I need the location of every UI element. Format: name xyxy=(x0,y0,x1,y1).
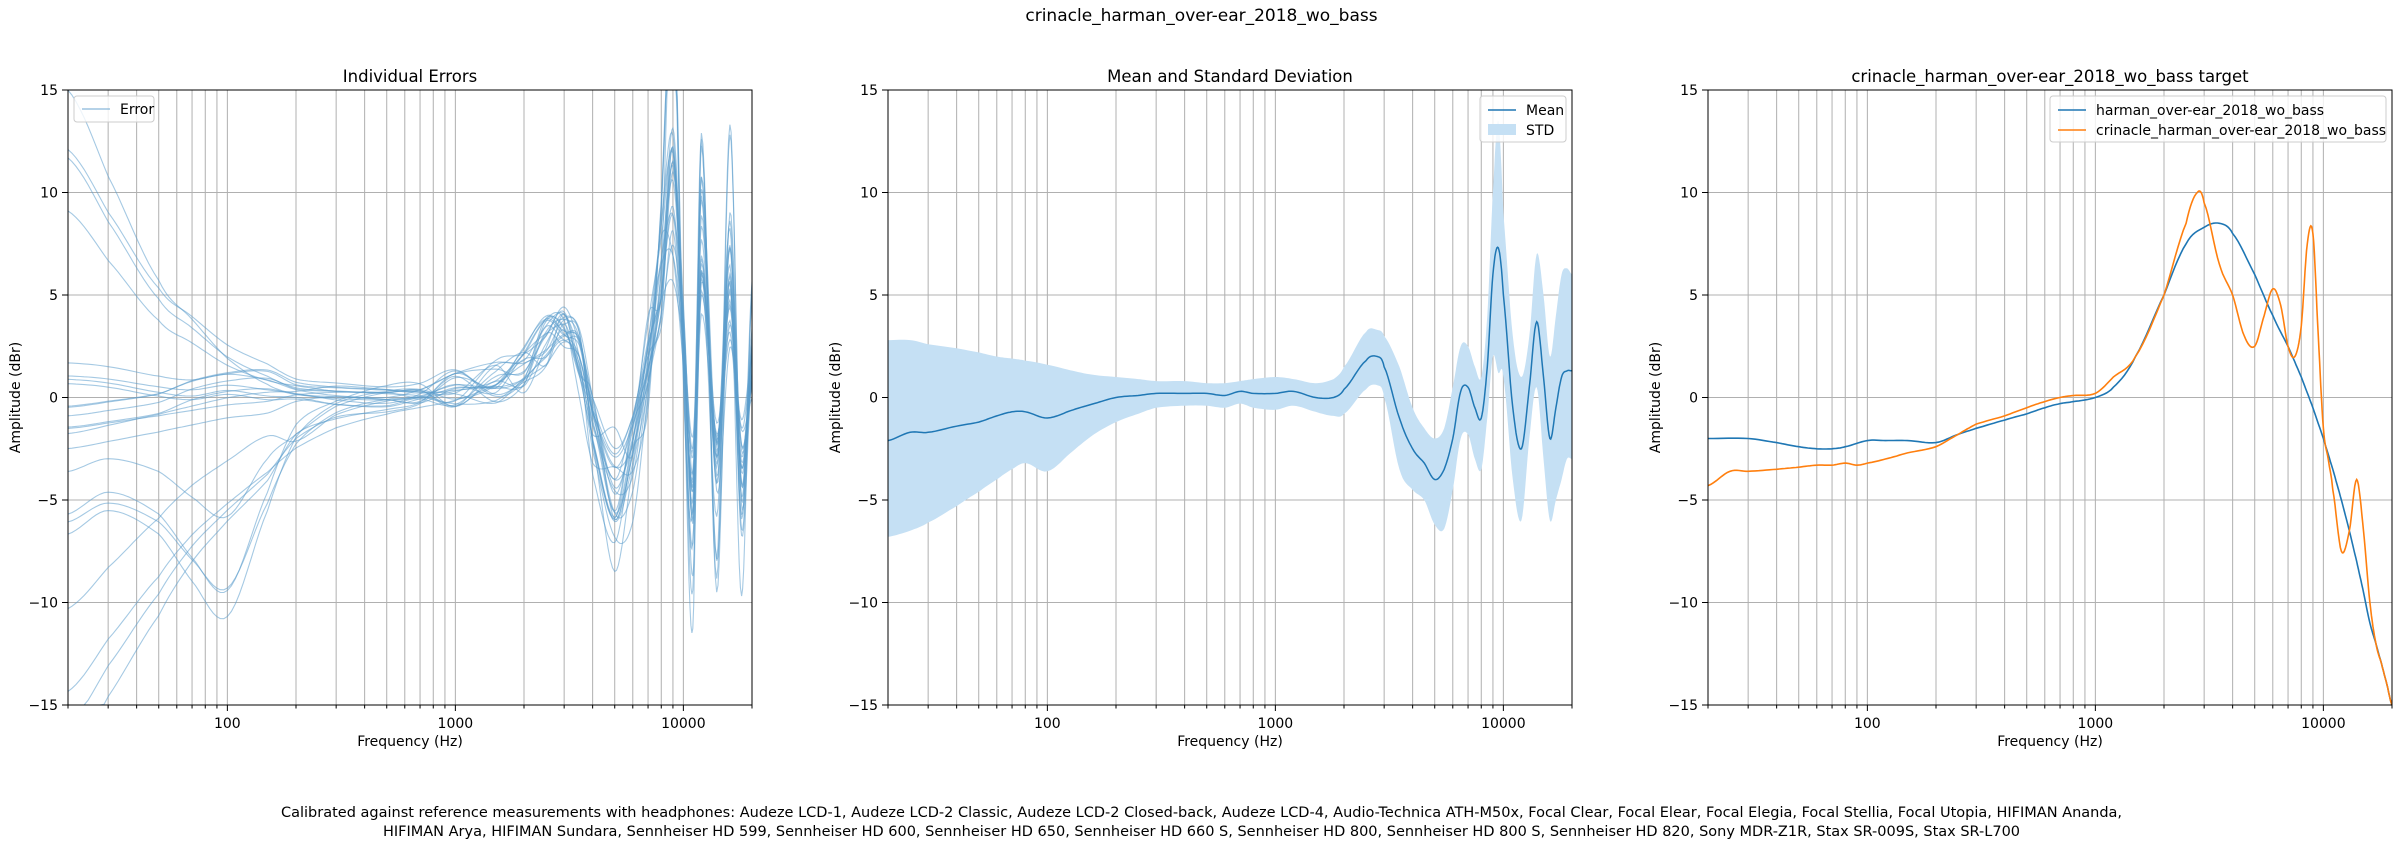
y-tick-label: 15 xyxy=(40,83,58,99)
y-tick-label: −10 xyxy=(1668,596,1698,612)
y-tick-label: 10 xyxy=(860,186,878,202)
std-band xyxy=(888,120,1572,537)
x-tick-label: 100 xyxy=(1034,716,1061,732)
y-tick-label: −10 xyxy=(848,596,878,612)
legend-box xyxy=(73,95,155,123)
caption-line-1: Calibrated against reference measurement… xyxy=(280,805,2123,821)
error-series-line xyxy=(68,150,752,705)
axis-ticks: 100 1000 10000 −15 −10 −5 0 5 10 15 xyxy=(28,83,753,732)
panel-title: crinacle_harman_over-ear_2018_wo_bass ta… xyxy=(1851,67,2249,87)
y-tick-label: 10 xyxy=(1680,186,1698,202)
y-axis-label: Amplitude (dBr) xyxy=(1648,342,1664,453)
data-layer xyxy=(1708,190,2392,705)
error-series-line xyxy=(68,157,752,458)
legend: Error xyxy=(73,95,155,123)
y-tick-label: 5 xyxy=(49,288,58,304)
panel-title: Individual Errors xyxy=(343,67,477,86)
calibration-caption: Calibrated against reference measurement… xyxy=(0,804,2403,842)
y-tick-label: −15 xyxy=(28,698,58,714)
legend-harman-label: harman_over-ear_2018_wo_bass xyxy=(2096,103,2324,119)
x-tick-label: 10000 xyxy=(2301,716,2346,732)
y-tick-label: −15 xyxy=(1668,698,1698,714)
y-tick-label: −5 xyxy=(1677,493,1698,509)
error-series-line xyxy=(68,176,752,705)
legend-box xyxy=(2049,95,2387,143)
y-tick-label: 10 xyxy=(40,186,58,202)
x-tick-label: 100 xyxy=(214,716,241,732)
x-tick-label: 1000 xyxy=(2078,716,2114,732)
y-tick-label: 0 xyxy=(1689,391,1698,407)
x-tick-label: 1000 xyxy=(438,716,474,732)
y-tick-label: 5 xyxy=(1689,288,1698,304)
error-series-line xyxy=(68,164,752,489)
panel-target: crinacle_harman_over-ear_2018_wo_bass ta… xyxy=(1648,67,2393,750)
x-tick-label: 1000 xyxy=(1258,716,1294,732)
x-tick-label: 10000 xyxy=(661,716,706,732)
x-axis-label: Frequency (Hz) xyxy=(357,734,463,750)
legend-std-label: STD xyxy=(1526,123,1554,139)
error-series-line xyxy=(68,145,752,496)
error-series-line xyxy=(68,126,752,514)
x-tick-label: 100 xyxy=(1854,716,1881,732)
crinacle-target-line xyxy=(1708,190,2392,705)
mean-line xyxy=(888,246,1572,481)
error-series-line xyxy=(68,90,752,495)
axes-frame xyxy=(887,89,1573,706)
axis-ticks: 100 1000 10000 −15 −10 −5 0 5 10 15 xyxy=(1668,83,2393,732)
panel-title: Mean and Standard Deviation xyxy=(1107,67,1353,86)
y-axis-label: Amplitude (dBr) xyxy=(828,342,844,453)
caption-line-2: HIFIMAN Arya, HIFIMAN Sundara, Sennheise… xyxy=(382,824,2021,840)
x-axis-label: Frequency (Hz) xyxy=(1997,734,2103,750)
axes-frame xyxy=(1707,89,2393,706)
grid xyxy=(1707,89,2393,706)
y-tick-label: −5 xyxy=(857,493,878,509)
legend-crinacle-label: crinacle_harman_over-ear_2018_wo_bass xyxy=(2096,123,2386,139)
axis-ticks: 100 1000 10000 −15 −10 −5 0 5 10 15 xyxy=(848,83,1573,732)
y-tick-label: −5 xyxy=(37,493,58,509)
figure-title: crinacle_harman_over-ear_2018_wo_bass xyxy=(1025,6,1378,26)
y-tick-label: −15 xyxy=(848,698,878,714)
y-tick-label: 0 xyxy=(49,391,58,407)
legend-mean-label: Mean xyxy=(1526,103,1564,119)
y-tick-label: 15 xyxy=(1680,83,1698,99)
x-tick-label: 10000 xyxy=(1481,716,1526,732)
legend-std-swatch xyxy=(1488,124,1516,135)
y-tick-label: 0 xyxy=(869,391,878,407)
error-series-line xyxy=(68,145,752,493)
error-series-line xyxy=(68,131,752,692)
axes-frame xyxy=(67,89,753,706)
error-series-line xyxy=(68,147,752,484)
legend: Mean STD xyxy=(1479,95,1567,143)
y-axis-label: Amplitude (dBr) xyxy=(8,342,24,453)
x-axis-label: Frequency (Hz) xyxy=(1177,734,1283,750)
error-lines xyxy=(68,90,752,705)
y-tick-label: 15 xyxy=(860,83,878,99)
legend-error-label: Error xyxy=(120,102,154,118)
data-layer xyxy=(888,120,1572,537)
y-tick-label: −10 xyxy=(28,596,58,612)
y-tick-label: 5 xyxy=(869,288,878,304)
legend: harman_over-ear_2018_wo_bass crinacle_har… xyxy=(2049,95,2387,143)
